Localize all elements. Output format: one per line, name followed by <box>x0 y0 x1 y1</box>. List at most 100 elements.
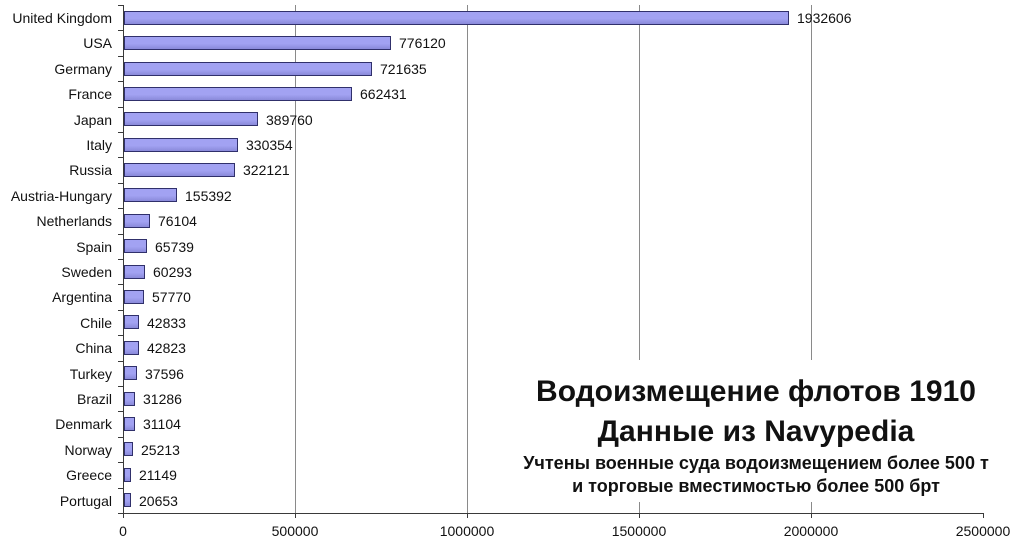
bar-argentina <box>124 290 144 304</box>
bar-sweden <box>124 265 145 279</box>
category-label-sweden: Sweden <box>61 263 112 280</box>
value-label-argentina: 57770 <box>152 288 191 305</box>
value-label-brazil: 31286 <box>143 390 182 407</box>
category-label-japan: Japan <box>73 111 112 128</box>
category-label-russia: Russia <box>69 161 112 178</box>
bar-spain <box>124 239 147 253</box>
gridline-1000000 <box>467 5 468 513</box>
value-label-germany: 721635 <box>380 60 427 77</box>
y-tick <box>118 310 123 311</box>
bar-austria-hungary <box>124 188 177 202</box>
gridline-1500000 <box>639 5 640 513</box>
value-label-austria-hungary: 155392 <box>185 187 232 204</box>
category-label-germany: Germany <box>54 60 112 77</box>
x-tick-1000000 <box>467 513 468 518</box>
category-label-turkey: Turkey <box>69 365 112 382</box>
y-tick <box>118 157 123 158</box>
value-label-russia: 322121 <box>243 161 290 178</box>
bar-norway <box>124 442 133 456</box>
bar-france <box>124 87 352 101</box>
chart-note-line-1: Учтены военные суда водоизмещением более… <box>523 453 989 473</box>
x-tick-label-500000: 500000 <box>271 523 319 539</box>
bar-germany <box>124 62 372 76</box>
x-axis-line <box>123 513 984 514</box>
category-label-portugal: Portugal <box>59 492 112 509</box>
value-label-italy: 330354 <box>246 136 293 153</box>
y-tick <box>118 386 123 387</box>
value-label-chile: 42833 <box>147 314 186 331</box>
y-tick <box>118 81 123 82</box>
y-tick <box>118 56 123 57</box>
y-tick <box>118 5 123 6</box>
category-label-austria-hungary: Austria-Hungary <box>10 187 112 204</box>
chart-title-box: Водоизмещение флотов 1910 Данные из Navy… <box>498 360 1014 502</box>
bar-chile <box>124 315 139 329</box>
bar-usa <box>124 36 391 50</box>
category-label-france: France <box>68 85 112 102</box>
y-tick <box>118 335 123 336</box>
value-label-turkey: 37596 <box>145 365 184 382</box>
y-tick <box>118 259 123 260</box>
y-tick <box>118 183 123 184</box>
value-label-greece: 21149 <box>139 466 177 483</box>
y-tick <box>118 132 123 133</box>
bar-united-kingdom <box>124 11 789 25</box>
category-label-usa: USA <box>83 34 112 51</box>
bar-china <box>124 341 139 355</box>
category-label-norway: Norway <box>64 441 112 458</box>
value-label-china: 42823 <box>147 339 186 356</box>
x-tick-0 <box>123 513 124 518</box>
x-tick-label-1000000: 1000000 <box>439 523 495 539</box>
y-tick <box>118 488 123 489</box>
y-tick <box>118 107 123 108</box>
y-tick <box>118 437 123 438</box>
category-label-brazil: Brazil <box>76 390 112 407</box>
value-label-norway: 25213 <box>141 441 180 458</box>
value-label-usa: 776120 <box>399 34 446 51</box>
value-label-denmark: 31104 <box>143 415 181 432</box>
chart-note-line-2: и торговые вместимостью более 500 брт <box>572 476 940 496</box>
y-tick <box>118 284 123 285</box>
x-tick-label-1500000: 1500000 <box>611 523 667 539</box>
x-tick-2000000 <box>811 513 812 518</box>
x-tick-label-0: 0 <box>119 523 127 539</box>
value-label-united-kingdom: 1932606 <box>797 9 852 26</box>
value-label-netherlands: 76104 <box>158 212 197 229</box>
bar-greece <box>124 468 131 482</box>
x-tick-2500000 <box>983 513 984 518</box>
chart-title: Водоизмещение флотов 1910 <box>536 375 976 408</box>
value-label-spain: 65739 <box>155 238 194 255</box>
category-label-argentina: Argentina <box>52 288 112 305</box>
bar-portugal <box>124 493 131 507</box>
y-tick <box>118 462 123 463</box>
gridline-2000000 <box>811 5 812 513</box>
value-label-france: 662431 <box>360 85 407 102</box>
bar-russia <box>124 163 235 177</box>
bar-turkey <box>124 366 137 380</box>
category-label-denmark: Denmark <box>55 415 112 432</box>
category-label-netherlands: Netherlands <box>36 212 113 229</box>
category-label-greece: Greece <box>66 466 112 483</box>
y-tick <box>118 208 123 209</box>
x-tick-1500000 <box>639 513 640 518</box>
chart-subtitle: Данные из Navypedia <box>597 415 915 448</box>
bar-netherlands <box>124 214 150 228</box>
bar-brazil <box>124 392 135 406</box>
bar-denmark <box>124 417 135 431</box>
gridline-500000 <box>295 5 296 513</box>
value-label-sweden: 60293 <box>153 263 192 280</box>
x-tick-500000 <box>295 513 296 518</box>
category-label-italy: Italy <box>86 136 112 153</box>
x-tick-label-2000000: 2000000 <box>783 523 839 539</box>
x-tick-label-2500000: 2500000 <box>955 523 1011 539</box>
y-tick <box>118 411 123 412</box>
value-label-portugal: 20653 <box>139 492 178 509</box>
bar-italy <box>124 138 238 152</box>
category-label-united-kingdom: United Kingdom <box>12 9 112 26</box>
y-tick <box>118 361 123 362</box>
value-label-japan: 389760 <box>266 111 313 128</box>
y-tick <box>118 30 123 31</box>
category-label-spain: Spain <box>76 238 112 255</box>
y-tick <box>118 234 123 235</box>
